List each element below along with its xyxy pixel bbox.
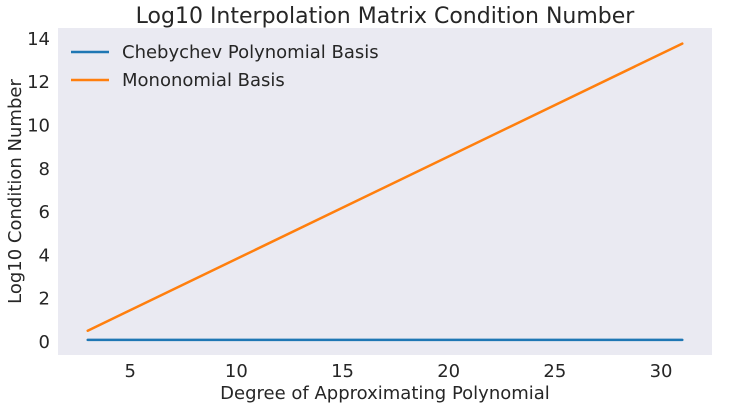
legend: Chebychev Polynomial Basis Mononomial Ba…	[71, 42, 379, 91]
y-axis-label: Log10 Condition Number	[5, 79, 26, 304]
x-tick-label: 25	[543, 361, 566, 382]
x-tick-label: 10	[225, 361, 248, 382]
legend-label-monomial: Mononomial Basis	[122, 70, 285, 91]
y-tick-label: 2	[39, 289, 50, 310]
x-tick-label: 15	[331, 361, 354, 382]
y-tick-label: 10	[27, 115, 50, 136]
x-tick-label: 30	[650, 361, 673, 382]
y-tick-label: 12	[27, 72, 50, 93]
y-tick-label: 4	[39, 245, 50, 266]
y-tick-label: 8	[39, 159, 50, 180]
legend-label-chebychev: Chebychev Polynomial Basis	[122, 42, 379, 63]
y-tick-label: 6	[39, 202, 50, 223]
y-tick-label: 14	[27, 29, 50, 50]
x-axis-label: Degree of Approximating Polynomial	[220, 383, 550, 404]
series-line-1	[86, 42, 684, 332]
x-tick-label: 20	[437, 361, 460, 382]
series-layer	[86, 42, 684, 342]
x-axis-ticks: 5 10 15 20 25 30	[124, 361, 672, 382]
x-tick-label: 5	[124, 361, 135, 382]
y-tick-label: 0	[39, 332, 50, 353]
y-axis-ticks: 0 2 4 6 8 10 12 14	[27, 29, 50, 353]
chart-title: Log10 Interpolation Matrix Condition Num…	[136, 4, 636, 29]
